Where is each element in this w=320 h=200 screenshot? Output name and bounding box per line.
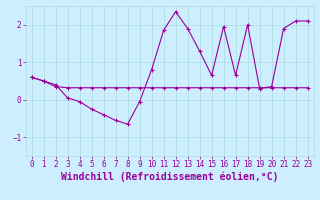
- X-axis label: Windchill (Refroidissement éolien,°C): Windchill (Refroidissement éolien,°C): [61, 172, 278, 182]
